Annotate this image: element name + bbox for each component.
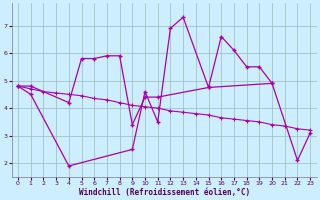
X-axis label: Windchill (Refroidissement éolien,°C): Windchill (Refroidissement éolien,°C) [78, 188, 250, 197]
